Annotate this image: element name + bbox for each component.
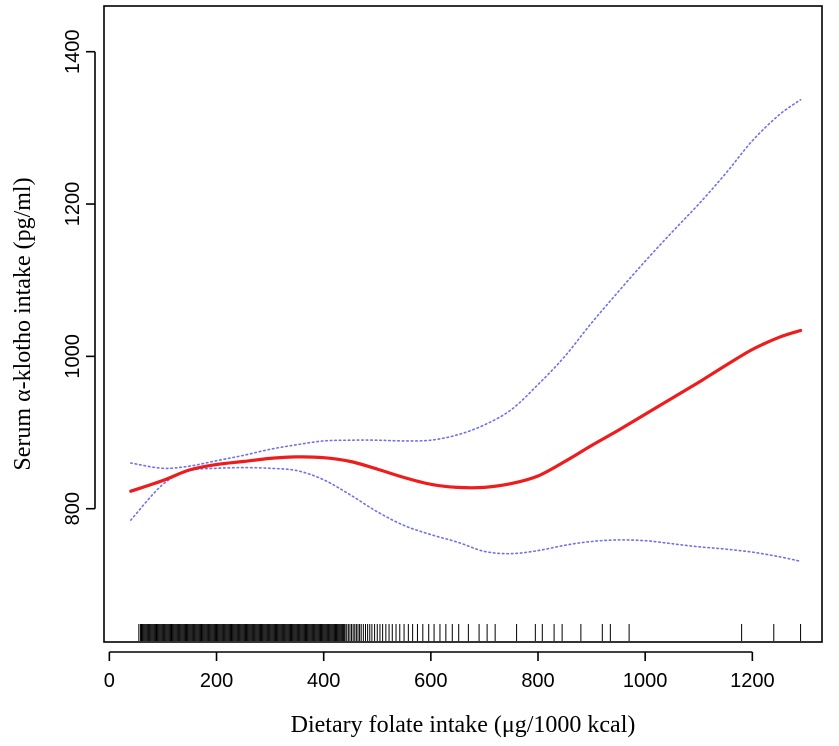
y-tick-label: 1400: [62, 29, 84, 74]
x-axis: 0 200 400 600 800 1000 1200: [104, 651, 775, 692]
x-tick-label: 600: [414, 670, 447, 692]
y-tick-label: 800: [62, 492, 84, 525]
x-tick-label: 800: [521, 670, 554, 692]
x-axis-title: Dietary folate intake (μg/1000 kcal): [291, 712, 636, 738]
lower-ci-curve: [130, 466, 802, 563]
x-tick-label: 1200: [730, 670, 775, 692]
y-tick-label: 1200: [62, 182, 84, 227]
x-tick-label: 400: [307, 670, 340, 692]
y-tick-label: 1000: [62, 334, 84, 379]
plot-frame: [103, 5, 823, 643]
y-axis: 800 1000 1200 1400: [62, 29, 96, 525]
x-tick-label: 200: [200, 670, 233, 692]
confidence-band: [130, 98, 802, 563]
y-axis-title: Serum α-klotho intake (pg/ml): [10, 177, 36, 470]
fit-curve: [129, 328, 803, 493]
upper-ci-curve: [130, 98, 802, 470]
x-tick-label: 0: [104, 670, 115, 692]
x-tick-label: 1000: [623, 670, 668, 692]
fit-curve-group: [129, 328, 803, 493]
rug-marks: [138, 624, 802, 641]
